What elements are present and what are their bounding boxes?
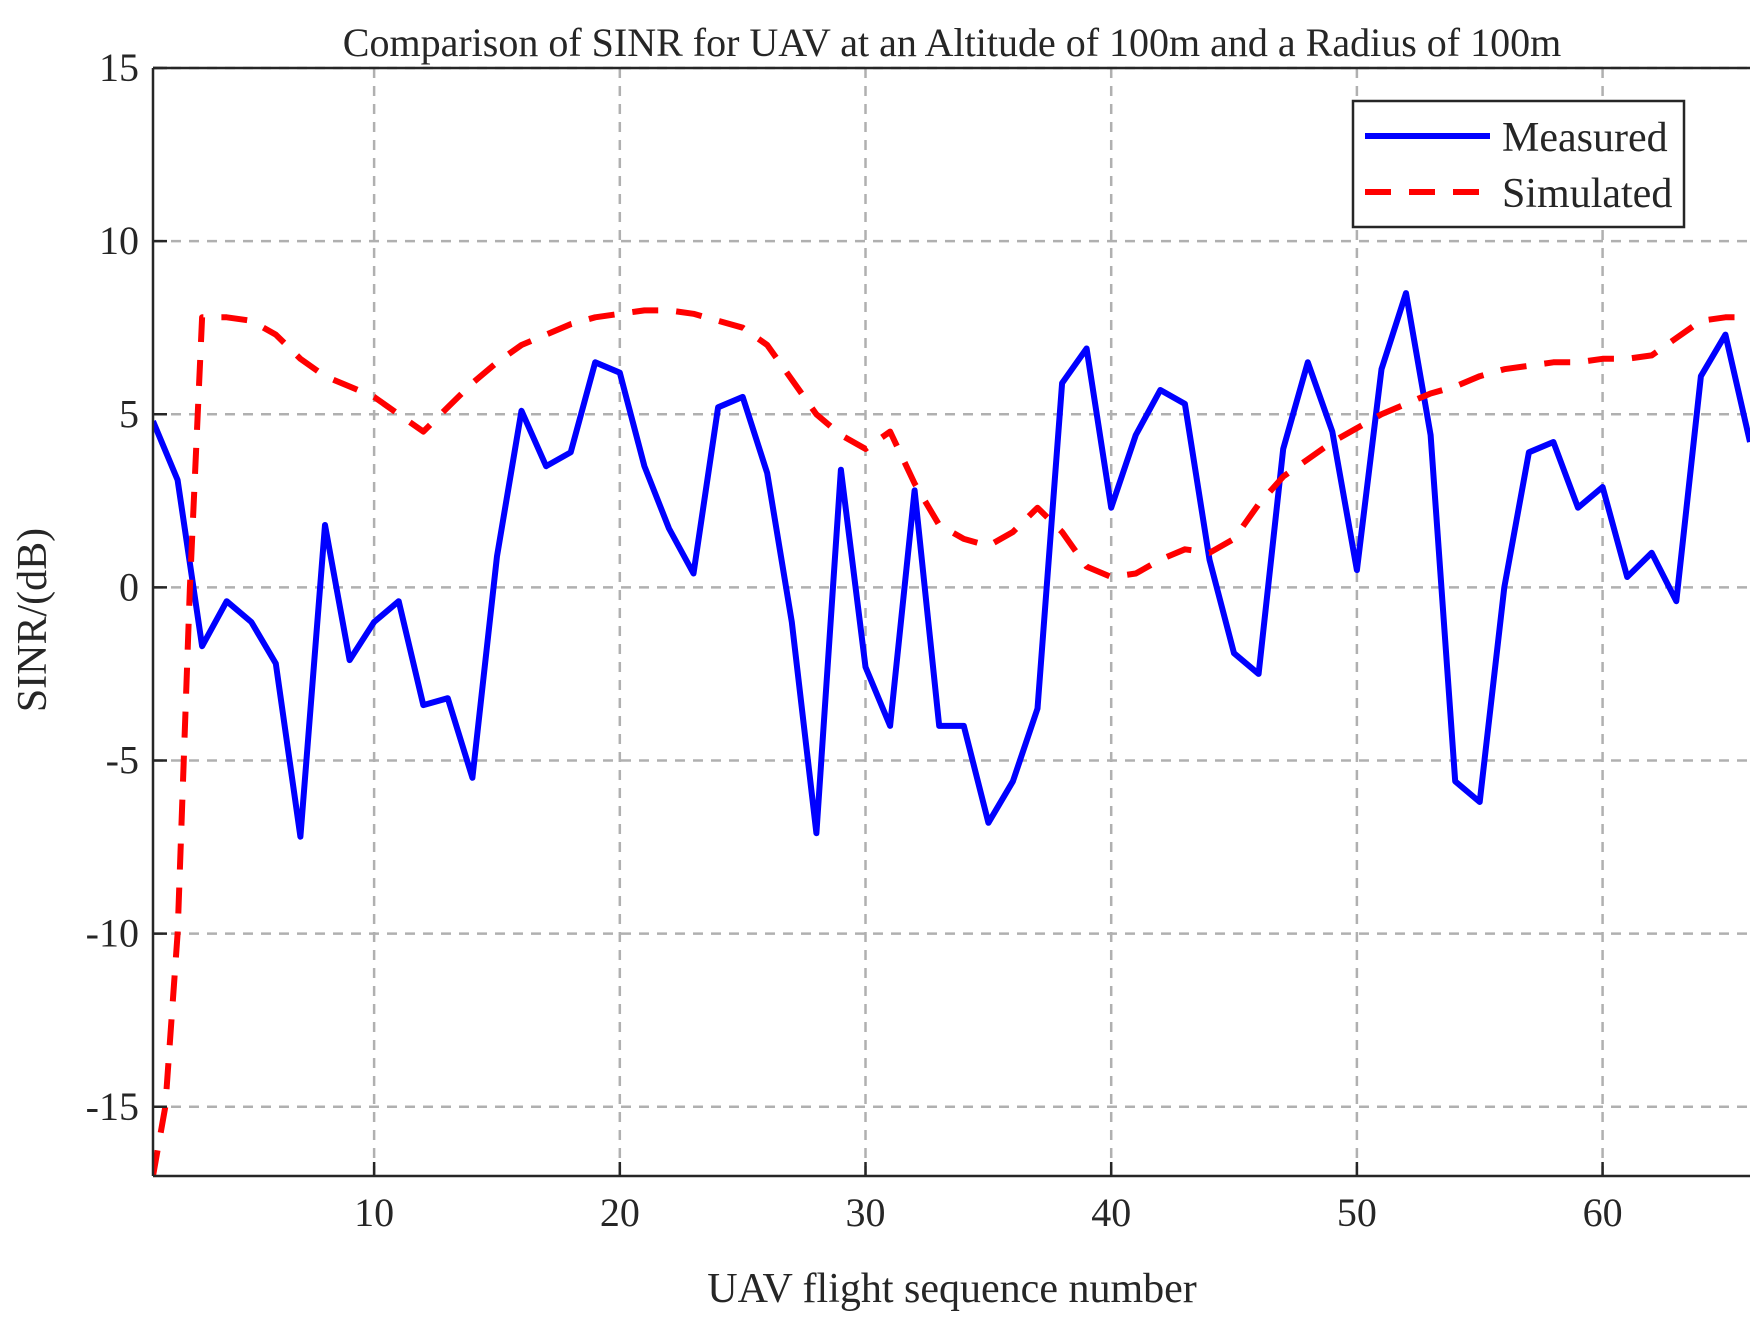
y-tick-label: -5: [106, 738, 139, 783]
y-tick-label: 10: [99, 218, 139, 263]
legend-box: [1351, 99, 1686, 229]
y-tick-label: 0: [119, 564, 139, 609]
legend: Measured Simulated: [1351, 99, 1686, 229]
tick-labels: 10 20 30 40 50 60 -15 -10 -5 0 5 10 15: [86, 45, 1623, 1235]
y-tick-label: -10: [86, 911, 139, 956]
x-tick-label: 20: [600, 1190, 640, 1235]
series-lines: [153, 290, 1750, 1176]
y-tick-label: -15: [86, 1084, 139, 1129]
chart-title: Comparison of SINR for UAV at an Altitud…: [343, 20, 1561, 65]
x-tick-label: 40: [1091, 1190, 1131, 1235]
x-tick-label: 60: [1583, 1190, 1623, 1235]
x-axis-label: UAV flight sequence number: [707, 1266, 1197, 1312]
y-axis-label: SINR/(dB): [10, 528, 56, 712]
simulated-series-line: [153, 307, 1750, 1176]
y-tick-label: 5: [119, 391, 139, 436]
grid: [153, 66, 1750, 1176]
x-tick-label: 30: [846, 1190, 886, 1235]
x-tick-label: 50: [1337, 1190, 1377, 1235]
legend-label-simulated: Simulated: [1502, 171, 1672, 217]
legend-label-measured: Measured: [1502, 115, 1668, 161]
x-tick-label: 10: [354, 1190, 394, 1235]
y-tick-label: 15: [99, 45, 139, 90]
measured-series-line: [153, 290, 1750, 840]
axes: [151, 66, 1750, 1178]
